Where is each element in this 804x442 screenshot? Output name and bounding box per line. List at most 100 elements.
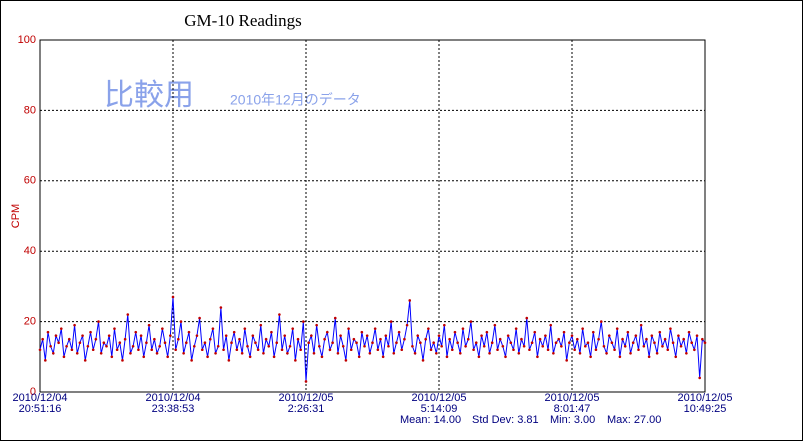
data-point — [629, 351, 632, 355]
data-point — [538, 337, 542, 341]
data-point — [427, 327, 430, 330]
y-tick-label: 100 — [18, 34, 36, 46]
data-point — [139, 334, 143, 337]
x-tick-label: 2010/12/05 — [278, 392, 333, 404]
y-tick-label: 80 — [24, 104, 36, 116]
data-point — [288, 344, 292, 348]
x-tick-label: 2:26:31 — [288, 403, 325, 415]
data-point — [185, 341, 188, 345]
data-point — [682, 337, 686, 341]
data-point — [246, 344, 249, 348]
data-point — [565, 359, 568, 362]
data-point — [190, 359, 193, 362]
data-point — [690, 341, 693, 345]
data-point — [256, 348, 260, 352]
data-point — [443, 323, 446, 327]
data-point — [488, 351, 491, 355]
data-point — [251, 334, 255, 337]
data-point — [195, 334, 199, 337]
data-point — [602, 344, 606, 348]
data-point — [137, 348, 140, 352]
data-point — [650, 334, 654, 337]
data-point — [687, 330, 691, 334]
data-point — [387, 344, 390, 348]
data-point — [78, 341, 82, 345]
data-point — [568, 341, 571, 345]
data-point — [283, 334, 287, 337]
data-point — [304, 380, 308, 383]
data-point — [597, 337, 600, 341]
data-point — [674, 355, 678, 359]
data-point — [482, 344, 486, 348]
plot-border — [39, 39, 706, 393]
data-point — [408, 299, 412, 302]
data-point — [437, 334, 441, 337]
data-point — [214, 351, 217, 355]
data-point — [81, 334, 84, 337]
data-point — [413, 351, 417, 355]
data-point — [307, 341, 310, 345]
data-point — [59, 327, 63, 330]
data-point — [142, 355, 146, 359]
x-tick-label: 2010/12/04 — [145, 392, 200, 404]
data-point — [294, 359, 297, 362]
data-point — [615, 327, 619, 330]
data-point — [270, 330, 273, 334]
data-point — [653, 341, 656, 345]
data-point — [701, 337, 704, 341]
data-point — [349, 348, 353, 352]
data-point — [440, 344, 443, 348]
data-point — [655, 351, 659, 355]
data-point — [264, 337, 268, 341]
data-point — [206, 355, 209, 359]
data-point — [224, 334, 228, 337]
data-point — [70, 348, 74, 352]
data-point — [581, 327, 584, 330]
data-point — [275, 341, 279, 345]
data-point — [661, 344, 664, 348]
data-point — [631, 341, 635, 345]
data-point — [83, 359, 87, 362]
data-point — [626, 330, 630, 334]
data-point — [339, 334, 342, 337]
data-point — [278, 313, 281, 316]
data-point — [576, 337, 579, 341]
data-point — [302, 320, 305, 323]
data-point — [432, 341, 435, 345]
data-point — [232, 330, 236, 334]
data-point — [536, 355, 539, 359]
data-point — [591, 330, 595, 334]
data-point — [584, 344, 587, 348]
data-point — [254, 341, 257, 345]
data-point — [451, 348, 454, 352]
data-point — [517, 351, 521, 355]
data-point — [240, 351, 244, 355]
stat: Std Dev: 3.81 — [472, 414, 539, 426]
data-point — [458, 351, 462, 355]
data-point — [163, 341, 167, 345]
data-point — [578, 351, 582, 355]
y-axis-label: CPM — [10, 204, 22, 228]
data-point — [107, 334, 111, 337]
data-point — [105, 344, 108, 348]
data-point — [328, 348, 332, 352]
data-point — [99, 351, 103, 355]
data-point — [490, 341, 494, 345]
data-point — [203, 341, 207, 345]
data-point — [610, 341, 614, 345]
data-point — [147, 323, 151, 327]
stat: Min: 3.00 — [550, 414, 595, 426]
data-point — [102, 341, 106, 345]
x-tick-label: 2010/12/04 — [12, 392, 67, 404]
data-point — [509, 341, 513, 345]
data-point — [570, 334, 574, 337]
data-point — [365, 334, 369, 337]
y-tick-label: 40 — [24, 245, 36, 257]
data-point — [637, 348, 640, 352]
data-point — [549, 323, 553, 327]
data-point — [472, 348, 475, 352]
data-point — [533, 330, 537, 334]
data-point — [448, 337, 451, 341]
data-point — [344, 359, 348, 362]
